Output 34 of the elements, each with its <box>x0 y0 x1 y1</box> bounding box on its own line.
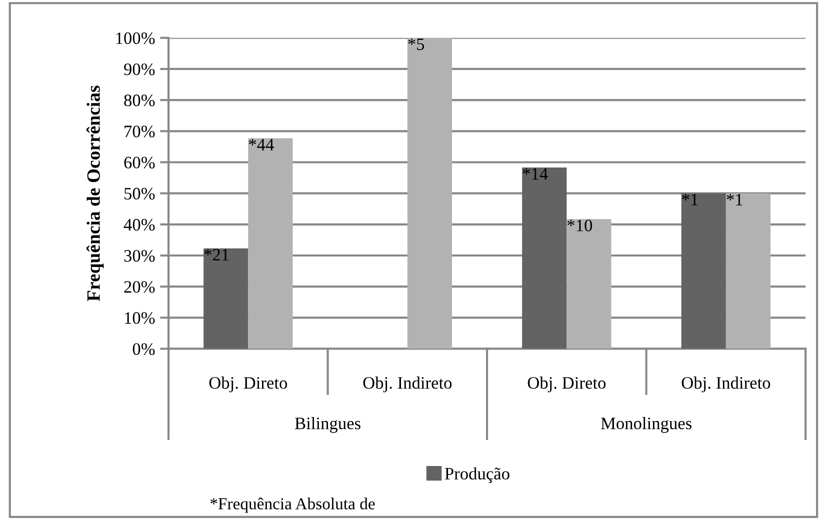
text: Bilingues <box>294 417 360 433</box>
annotation: *10 <box>568 220 592 232</box>
y-tick-label: 30% <box>124 250 155 262</box>
annotation: *1 <box>726 194 742 206</box>
bar <box>566 219 612 349</box>
y-tick-label: 70% <box>124 126 155 138</box>
x-tick-label: Obj. Indireto <box>363 376 452 392</box>
annotation: *44 <box>248 138 274 150</box>
x-tick-label: Obj. Direto <box>209 376 288 392</box>
annotation: *1 <box>682 194 698 206</box>
bar <box>522 168 567 349</box>
bar <box>726 193 771 349</box>
legend-label: Produção <box>444 467 510 484</box>
x-tick-label: Obj. Indireto <box>682 376 770 392</box>
y-axis-title: Frequência de Ocorrências <box>86 86 104 302</box>
y-tick-label: 50% <box>124 188 155 200</box>
annotation: *21 <box>204 248 229 260</box>
text: Monolingues <box>600 417 692 433</box>
bar <box>248 138 293 349</box>
y-tick-label: 100% <box>116 32 155 44</box>
annotation: *5 <box>408 38 424 50</box>
y-tick-label: 90% <box>124 63 155 76</box>
annotation: *14 <box>522 168 548 180</box>
bar <box>204 248 248 349</box>
y-tick-label: 10% <box>125 312 155 324</box>
bar <box>681 193 726 349</box>
y-tick-label: 40% <box>124 218 155 231</box>
y-tick-label: 80% <box>124 94 155 106</box>
y-tick-label: 0% <box>132 343 155 356</box>
y-tick-label: 20% <box>124 281 155 293</box>
bar <box>407 38 452 349</box>
y-tick-label: 60% <box>124 156 155 168</box>
x-tick-label: Obj. Direto <box>528 376 606 392</box>
text: *Frequência Absoluta de <box>210 498 375 513</box>
